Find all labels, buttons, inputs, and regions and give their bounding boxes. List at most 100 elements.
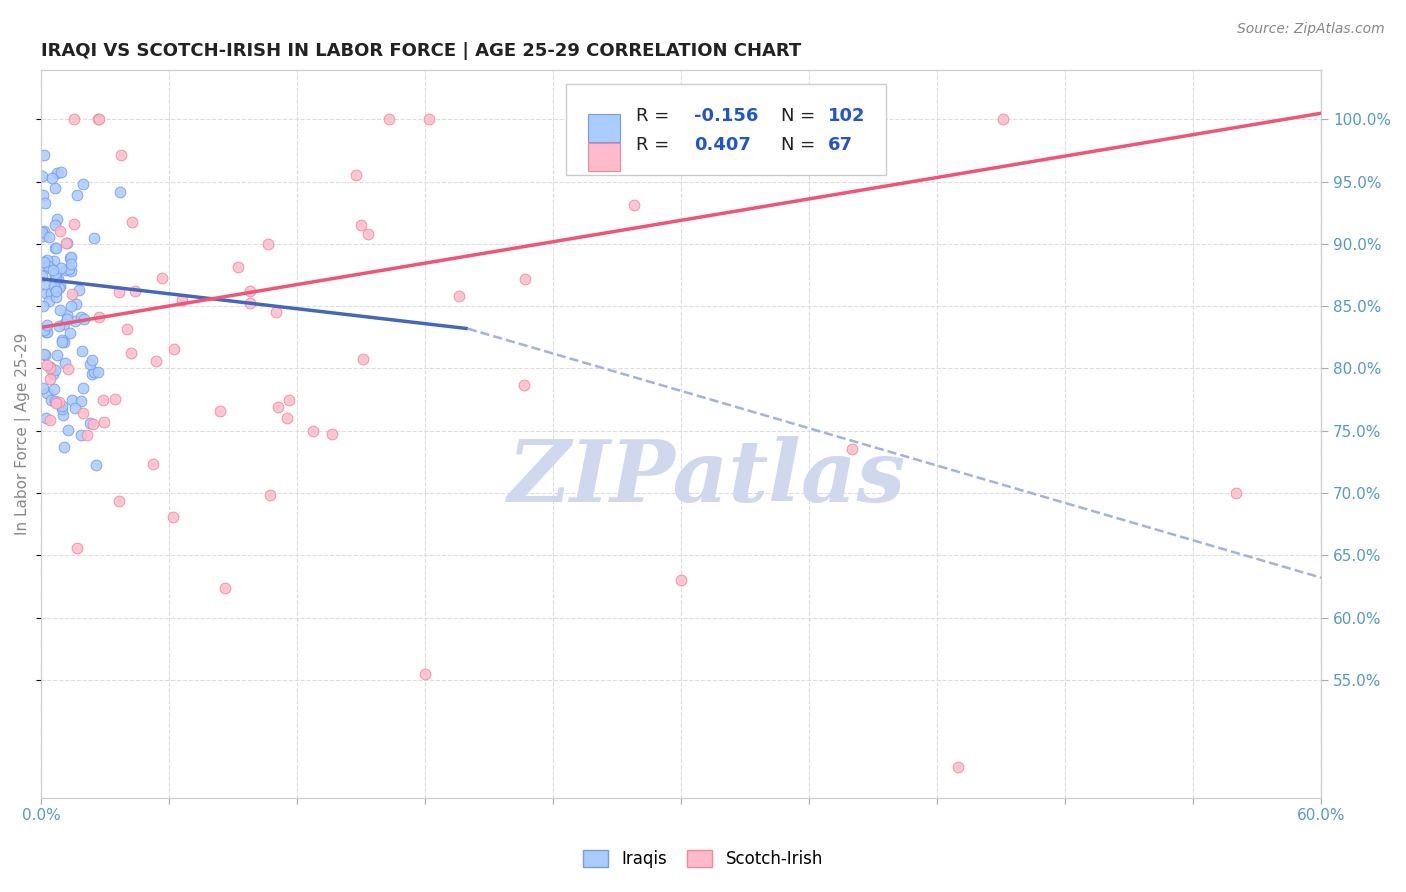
Point (67, 284, 90, 298)
Point (669, 573, 692, 587)
Point (51, 399, 73, 413)
Point (39, 392, 62, 407)
Point (38, 230, 60, 244)
Point (34, 195, 56, 210)
Point (239, 285, 262, 299)
Point (841, 442, 863, 457)
Point (35, 325, 58, 339)
Point (115, 322, 138, 336)
Point (55, 262, 77, 277)
Point (59, 251, 82, 265)
Point (46, 271, 69, 285)
Point (44, 181, 66, 195)
Point (72, 312, 94, 326)
Point (276, 411, 298, 425)
Text: Source: ZipAtlas.com: Source: ZipAtlas.com (1237, 22, 1385, 37)
Point (70, 343, 93, 358)
Point (79, 416, 101, 430)
Point (66, 541, 89, 556)
Point (42, 367, 65, 381)
Text: N =: N = (780, 106, 815, 125)
Point (34, 348, 56, 362)
FancyBboxPatch shape (588, 114, 620, 142)
Point (35, 325, 58, 339)
Point (48, 281, 70, 295)
Point (60, 393, 83, 408)
Point (110, 148, 132, 162)
Point (108, 285, 131, 300)
Point (356, 227, 378, 242)
Point (239, 296, 262, 310)
Text: R =: R = (637, 106, 669, 125)
Point (301, 424, 323, 438)
Point (623, 198, 645, 212)
Point (163, 342, 186, 356)
Point (82, 417, 104, 432)
Point (214, 581, 236, 595)
Point (53, 440, 76, 454)
Point (72, 406, 94, 420)
Point (56, 423, 79, 437)
Point (150, 270, 173, 285)
Point (45, 348, 67, 362)
Text: R =: R = (637, 136, 669, 153)
Point (39, 261, 62, 276)
Y-axis label: In Labor Force | Age 25-29: In Labor Force | Age 25-29 (15, 333, 31, 535)
Point (83, 231, 105, 245)
Point (49, 164, 72, 178)
Point (38, 294, 60, 309)
Text: -0.156: -0.156 (695, 106, 758, 125)
Point (35, 318, 58, 332)
Point (56, 312, 79, 326)
Point (413, 666, 436, 681)
Point (676, 112, 699, 127)
Point (44, 241, 66, 255)
Point (87, 365, 110, 379)
Point (44, 363, 66, 377)
Point (37, 253, 59, 268)
Point (51, 334, 73, 349)
Point (35, 286, 58, 301)
Point (45, 396, 67, 410)
Point (48, 224, 70, 238)
Point (59, 326, 82, 340)
Point (121, 215, 143, 229)
Point (31, 188, 53, 202)
Point (55, 236, 77, 251)
Point (79, 357, 101, 371)
Point (1225, 486, 1247, 500)
Point (31, 225, 53, 239)
Point (228, 260, 250, 274)
Text: 0.407: 0.407 (695, 136, 751, 153)
Text: IRAQI VS SCOTCH-IRISH IN LABOR FORCE | AGE 25-29 CORRELATION CHART: IRAQI VS SCOTCH-IRISH IN LABOR FORCE | A… (41, 42, 801, 60)
Point (35, 410, 58, 425)
Point (56, 308, 79, 322)
Point (344, 169, 367, 183)
Point (104, 392, 127, 407)
Point (32, 299, 55, 313)
Point (145, 354, 167, 368)
Text: 102: 102 (828, 106, 866, 125)
Point (44, 218, 66, 232)
Point (80, 352, 103, 367)
Point (449, 289, 471, 303)
Point (53, 317, 76, 331)
Point (53, 356, 76, 370)
Point (41, 171, 63, 186)
Point (352, 351, 374, 366)
Point (574, 112, 596, 127)
Point (48, 318, 70, 333)
Point (72, 177, 94, 191)
Point (31, 169, 53, 183)
Point (80, 367, 103, 381)
Point (70, 310, 93, 324)
Point (108, 185, 131, 199)
Point (52, 408, 75, 422)
Point (59, 250, 82, 264)
Point (63, 401, 86, 415)
Point (87, 310, 110, 325)
Point (35, 386, 58, 401)
Point (37, 260, 59, 274)
Text: N =: N = (780, 136, 815, 153)
Point (42, 279, 65, 293)
